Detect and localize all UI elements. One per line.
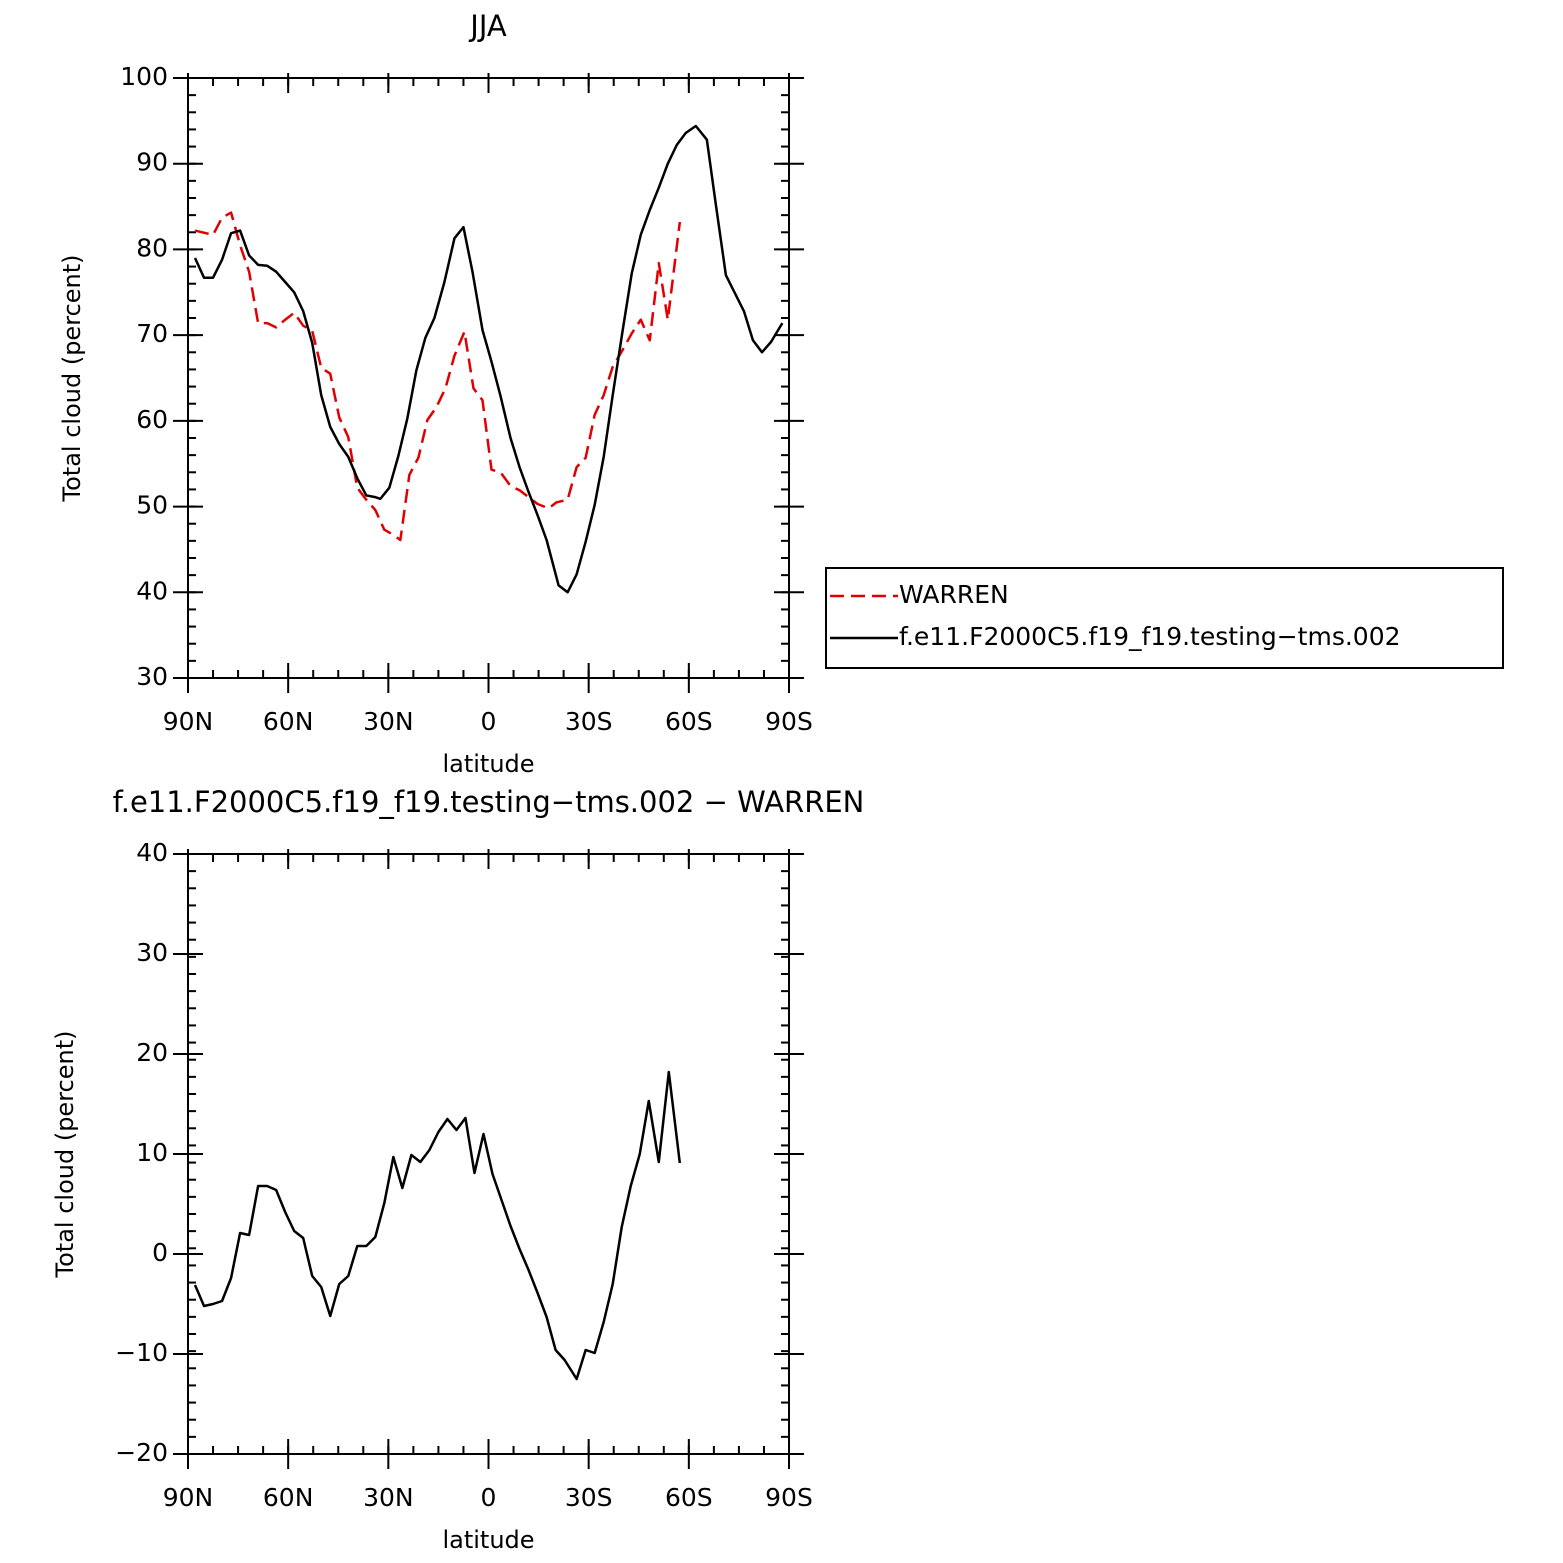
legend-label: WARREN xyxy=(899,580,1009,609)
y-axis-label: Total cloud (percent) xyxy=(58,255,86,503)
x-axis-label: latitude xyxy=(442,1526,534,1554)
x-tick-label: 30S xyxy=(565,1483,613,1512)
x-tick-label: 90S xyxy=(765,1483,813,1512)
y-tick-label: 10 xyxy=(136,1138,168,1167)
x-tick-label: 90S xyxy=(765,707,813,736)
x-tick-label: 0 xyxy=(481,707,497,736)
y-tick-label: 40 xyxy=(136,838,168,867)
y-tick-label: 60 xyxy=(136,405,168,434)
y-tick-label: 30 xyxy=(136,662,168,691)
x-tick-label: 0 xyxy=(481,1483,497,1512)
y-tick-label: 80 xyxy=(136,233,168,262)
x-tick-label: 30S xyxy=(565,707,613,736)
x-tick-label: 60S xyxy=(665,707,713,736)
y-tick-label: −10 xyxy=(115,1338,168,1367)
chart-title: JJA xyxy=(468,9,507,43)
data-line xyxy=(193,1070,682,1381)
plot-frame xyxy=(187,853,790,1455)
legend-box xyxy=(825,567,1504,669)
x-tick-label: 90N xyxy=(163,707,214,736)
plot-frame xyxy=(187,77,790,679)
y-tick-label: 70 xyxy=(136,319,168,348)
y-tick-label: 50 xyxy=(136,491,168,520)
y-tick-label: 40 xyxy=(136,576,168,605)
y-tick-label: −20 xyxy=(115,1438,168,1467)
x-tick-label: 60N xyxy=(263,707,314,736)
x-tick-label: 60S xyxy=(665,1483,713,1512)
x-tick-label: 30N xyxy=(363,707,414,736)
y-tick-label: 30 xyxy=(136,938,168,967)
y-tick-label: 20 xyxy=(136,1038,168,1067)
y-tick-label: 100 xyxy=(120,62,168,91)
y-axis-label: Total cloud (percent) xyxy=(51,1031,79,1279)
data-line xyxy=(193,124,784,594)
x-tick-label: 90N xyxy=(163,1483,214,1512)
y-tick-label: 90 xyxy=(136,148,168,177)
x-axis-label: latitude xyxy=(442,750,534,778)
x-tick-label: 30N xyxy=(363,1483,414,1512)
x-tick-label: 60N xyxy=(263,1483,314,1512)
chart-title: f.e11.F2000C5.f19_f19.testing−tms.002 − … xyxy=(113,785,865,819)
y-tick-label: 0 xyxy=(152,1238,168,1267)
legend-label: f.e11.F2000C5.f19_f19.testing−tms.002 xyxy=(899,622,1401,651)
data-line xyxy=(194,211,682,542)
